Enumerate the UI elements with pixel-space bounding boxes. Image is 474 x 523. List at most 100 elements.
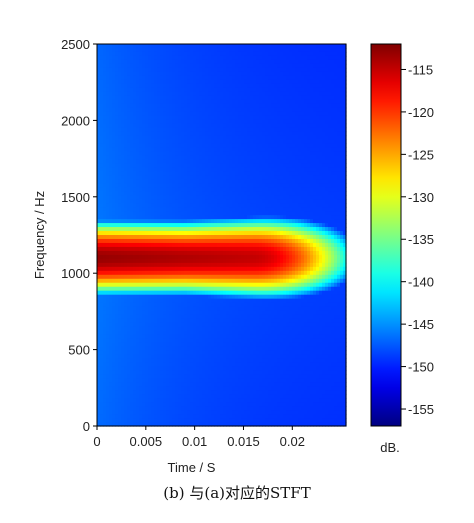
heatmap-cell <box>112 350 116 355</box>
heatmap-cell <box>124 135 128 141</box>
heatmap-cell <box>139 143 143 149</box>
heatmap-cell <box>211 195 215 200</box>
heatmap-cell <box>118 215 122 220</box>
heatmap-cell <box>193 402 197 407</box>
heatmap-cell <box>166 406 170 411</box>
heatmap-cell <box>136 334 140 340</box>
heatmap-cell <box>172 171 176 176</box>
heatmap-cell <box>151 318 155 324</box>
heatmap-cell <box>121 334 125 340</box>
heatmap-cell <box>199 278 203 284</box>
heatmap-cell <box>175 374 179 379</box>
heatmap-cell <box>118 103 122 109</box>
heatmap-cell <box>214 131 218 137</box>
heatmap-cell <box>124 123 128 129</box>
heatmap-cell <box>136 195 140 200</box>
heatmap-cell <box>250 99 254 105</box>
heatmap-cell <box>109 115 113 121</box>
heatmap-cell <box>247 270 251 276</box>
heatmap-cell <box>163 195 167 200</box>
heatmap-cell <box>136 382 140 387</box>
heatmap-cell <box>154 95 158 101</box>
heatmap-cell <box>196 382 200 387</box>
heatmap-cell <box>106 354 110 359</box>
heatmap-cell <box>226 47 230 53</box>
heatmap-cell <box>238 294 242 300</box>
heatmap-cell <box>115 410 119 415</box>
heatmap-cell <box>244 139 248 145</box>
heatmap-cell <box>124 159 128 164</box>
heatmap-cell <box>190 55 194 61</box>
heatmap-cell <box>241 151 245 157</box>
heatmap-cell <box>157 103 161 109</box>
heatmap-cell <box>190 131 194 137</box>
heatmap-cell <box>127 382 131 387</box>
heatmap-cell <box>160 318 164 324</box>
heatmap-cell <box>202 422 206 427</box>
heatmap-cell <box>157 414 161 419</box>
heatmap-cell <box>184 91 188 97</box>
heatmap-cell <box>124 258 128 264</box>
heatmap-cell <box>139 147 143 153</box>
heatmap-cell <box>247 418 251 423</box>
heatmap-cell <box>133 211 137 216</box>
heatmap-cell <box>139 346 143 351</box>
heatmap-cell <box>214 223 218 228</box>
heatmap-cell <box>196 183 200 188</box>
heatmap-cell <box>139 342 143 348</box>
heatmap-cell <box>97 123 101 129</box>
heatmap-cell <box>229 282 233 288</box>
heatmap-cell <box>160 163 164 168</box>
heatmap-cell <box>121 338 125 344</box>
heatmap-cell <box>214 282 218 288</box>
heatmap-cell <box>178 294 182 300</box>
heatmap-cell <box>115 334 119 340</box>
heatmap-cell <box>235 262 239 268</box>
heatmap-cell <box>214 211 218 216</box>
heatmap-cell <box>130 346 134 351</box>
heatmap-cell <box>229 346 233 351</box>
heatmap-cell <box>154 159 158 164</box>
heatmap-cell <box>175 51 179 57</box>
heatmap-cell <box>133 215 137 220</box>
heatmap-cell <box>238 278 242 284</box>
heatmap-cell <box>196 270 200 276</box>
heatmap-cell <box>136 254 140 260</box>
heatmap-cell <box>133 87 137 93</box>
heatmap-cell <box>145 75 149 81</box>
heatmap-cell <box>211 346 215 351</box>
heatmap-cell <box>202 147 206 153</box>
heatmap-cell <box>127 246 131 252</box>
heatmap-cell <box>202 99 206 105</box>
heatmap-cell <box>196 151 200 157</box>
heatmap-cell <box>247 282 251 288</box>
heatmap-cell <box>178 330 182 336</box>
heatmap-cell <box>154 227 158 232</box>
heatmap-cell <box>244 422 248 427</box>
heatmap-cell <box>235 179 239 184</box>
heatmap-cell <box>97 95 101 101</box>
heatmap-cell <box>118 298 122 304</box>
heatmap-cell <box>214 199 218 204</box>
heatmap-cell <box>244 266 248 272</box>
heatmap-cell <box>172 274 176 280</box>
heatmap-cell <box>190 362 194 367</box>
heatmap-cell <box>226 414 230 419</box>
heatmap-cell <box>241 338 245 344</box>
heatmap-cell <box>136 79 140 85</box>
heatmap-cell <box>226 282 230 288</box>
heatmap-cell <box>130 67 134 73</box>
heatmap-cell <box>226 326 230 332</box>
heatmap-cell <box>253 51 257 57</box>
heatmap-cell <box>115 382 119 387</box>
heatmap-cell <box>160 199 164 204</box>
heatmap-cell <box>175 250 179 256</box>
heatmap-cell <box>124 294 128 300</box>
heatmap-cell <box>148 223 152 228</box>
heatmap-cell <box>190 322 194 328</box>
heatmap-cell <box>199 167 203 172</box>
heatmap-cell <box>190 382 194 387</box>
heatmap-cell <box>250 107 254 113</box>
heatmap-cell <box>160 326 164 332</box>
heatmap-cell <box>247 44 251 49</box>
